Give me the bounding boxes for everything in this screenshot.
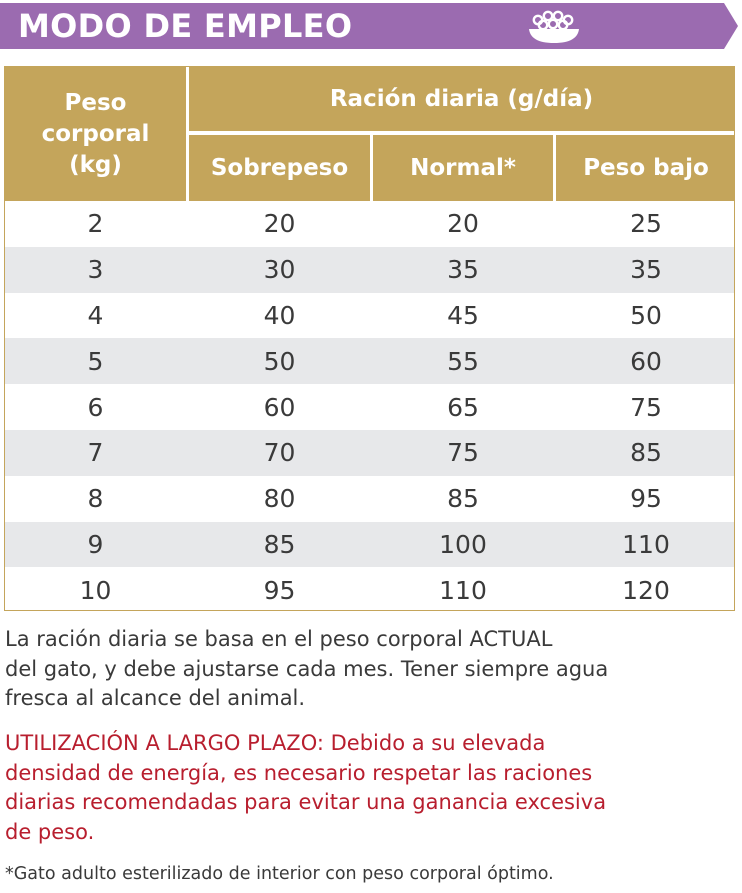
cell-underweight: 25 (630, 209, 662, 239)
header-banner: MODO DE EMPLEO (0, 0, 742, 52)
cell-weight: 8 (87, 484, 104, 514)
long-term-warning-text: UTILIZACIÓN A LARGO PLAZO: Debido a su e… (5, 729, 725, 847)
warning-line: UTILIZACIÓN A LARGO PLAZO: Debido a su e… (5, 731, 546, 755)
table-row: 7 70 75 85 (5, 429, 734, 476)
food-bowl-icon (529, 10, 579, 43)
cell-underweight: 85 (630, 438, 662, 468)
footnote: *Gato adulto esterilizado de interior co… (5, 864, 554, 884)
cell-underweight: 110 (622, 529, 670, 559)
cell-overweight: 20 (263, 209, 296, 239)
cell-underweight: 60 (630, 346, 662, 376)
cell-normal: 75 (447, 438, 479, 468)
table-row: 5 50 55 60 (5, 338, 734, 385)
cell-underweight: 35 (630, 255, 662, 285)
page-title: MODO DE EMPLEO (18, 7, 353, 45)
ration-info-line: del gato, y debe ajustarse cada mes. Ten… (5, 656, 609, 681)
table-row: 2 20 20 25 (5, 201, 734, 247)
cell-overweight: 85 (263, 529, 296, 559)
table-header: Peso corporal (kg) Ración diaria (g/día)… (5, 67, 734, 201)
header-daily-ration: Ración diaria (g/día) (329, 86, 594, 112)
ration-info-line: La ración diaria se basa en el peso corp… (5, 627, 553, 651)
warning-line: diarias recomendadas para evitar una gan… (5, 790, 607, 814)
cell-weight: 10 (79, 575, 112, 605)
cell-normal: 110 (439, 575, 487, 605)
cell-overweight: 30 (263, 255, 296, 285)
ration-info-text: La ración diaria se basa en el peso corp… (5, 625, 725, 714)
header-overweight: Sobrepeso (210, 155, 349, 181)
table-row: 3 30 35 35 (5, 246, 734, 293)
table-body: 2 20 20 25 3 30 35 35 4 40 45 50 5 50 55… (5, 201, 734, 610)
cell-weight: 7 (87, 438, 104, 468)
cell-underweight: 95 (630, 484, 662, 514)
table-row: 10 95 110 120 (5, 567, 734, 610)
header-body-weight: Peso corporal (kg) (5, 67, 186, 201)
header-underweight: Peso bajo (583, 155, 709, 181)
warning-line: de peso. (5, 819, 95, 844)
cell-underweight: 50 (630, 300, 662, 330)
cell-overweight: 95 (263, 575, 296, 605)
cell-normal: 65 (447, 392, 479, 422)
cell-overweight: 70 (263, 438, 296, 468)
cell-normal: 35 (447, 255, 479, 285)
header-divider (189, 131, 734, 135)
header-divider (370, 135, 373, 201)
cell-weight: 3 (87, 255, 104, 285)
cell-normal: 100 (439, 529, 487, 559)
table-row: 9 85 100 110 (5, 521, 734, 568)
feeding-table: Peso corporal (kg) Ración diaria (g/día)… (4, 66, 735, 611)
cell-normal: 45 (447, 300, 479, 330)
cell-weight: 4 (87, 300, 104, 330)
cell-normal: 85 (447, 484, 479, 514)
header-body-weight-line2: corporal (41, 120, 150, 147)
cell-underweight: 75 (630, 392, 662, 422)
cell-weight: 9 (87, 529, 104, 559)
header-divider (553, 135, 556, 201)
cell-overweight: 40 (263, 300, 296, 330)
warning-line: densidad de energía, es necesario respet… (5, 760, 593, 785)
cell-overweight: 50 (263, 346, 296, 376)
table-row: 6 60 65 75 (5, 384, 734, 430)
cell-underweight: 120 (622, 575, 670, 605)
cell-weight: 2 (87, 209, 104, 239)
cell-weight: 6 (87, 392, 104, 422)
header-body-weight-line1: Peso (64, 89, 127, 116)
cell-normal: 20 (447, 209, 479, 239)
table-row: 4 40 45 50 (5, 293, 734, 339)
ration-info-line: fresca al alcance del animal. (5, 686, 306, 710)
header-divider (186, 67, 189, 201)
table-row: 8 80 85 95 (5, 476, 734, 522)
cell-overweight: 60 (263, 392, 296, 422)
cell-overweight: 80 (263, 484, 296, 514)
header-normal: Normal* (410, 155, 516, 181)
cell-normal: 55 (447, 346, 479, 376)
cell-weight: 5 (87, 346, 104, 376)
header-body-weight-line3: (kg) (69, 151, 122, 178)
